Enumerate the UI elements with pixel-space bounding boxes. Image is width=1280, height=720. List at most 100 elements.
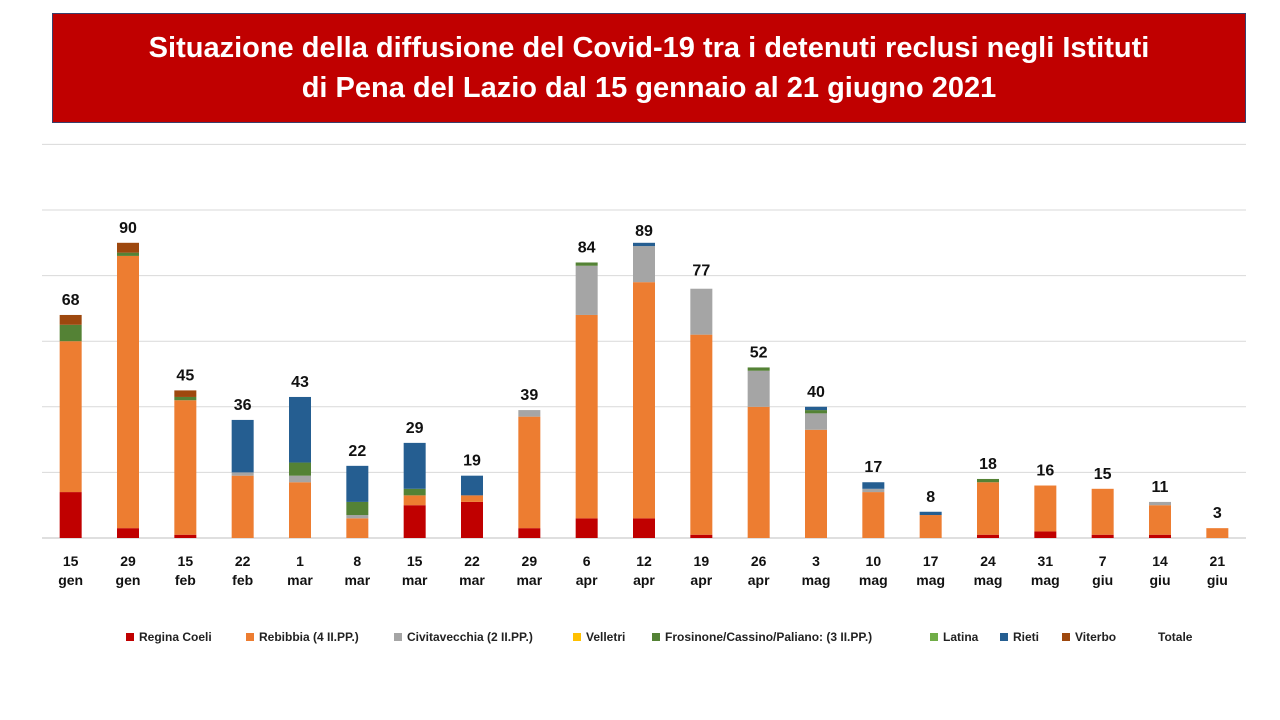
legend-swatch bbox=[652, 633, 660, 641]
legend-item: Totale bbox=[1158, 630, 1192, 644]
bar-segment bbox=[117, 255, 139, 529]
bar-segment bbox=[289, 475, 311, 483]
bar-segment bbox=[59, 341, 82, 493]
bar-segment bbox=[575, 518, 598, 538]
bar-segment bbox=[346, 501, 369, 516]
bar-segment bbox=[289, 482, 311, 538]
legend-label: Frosinone/Cassino/Paliano: (3 II.PP.) bbox=[665, 630, 873, 644]
x-tick-label: 29 gen bbox=[116, 553, 141, 588]
legend-item: Velletri bbox=[573, 630, 625, 644]
bar-segment bbox=[59, 314, 82, 325]
x-tick-label: 17 mag bbox=[916, 553, 945, 588]
legend-item: Frosinone/Cassino/Paliano: (3 II.PP.) bbox=[652, 630, 872, 644]
bar-segment bbox=[633, 246, 655, 283]
total-label: 77 bbox=[692, 262, 710, 279]
bar-segment bbox=[518, 410, 541, 417]
title-banner: Situazione della diffusione del Covid-19… bbox=[52, 13, 1246, 123]
bar-segment bbox=[862, 488, 885, 493]
x-tick-label: 15 feb bbox=[175, 553, 196, 588]
total-label: 22 bbox=[348, 443, 366, 460]
total-label: 8 bbox=[926, 489, 935, 506]
bar-segment bbox=[174, 390, 197, 397]
chart-legend: Regina Coeli Rebibbia (4 II.PP.) Civitavec… bbox=[0, 630, 1280, 650]
bar-segment bbox=[1034, 531, 1057, 538]
bar-segment bbox=[403, 442, 426, 489]
bar-segment bbox=[919, 515, 942, 538]
bar-segment bbox=[633, 242, 655, 247]
bar-segment bbox=[346, 515, 369, 519]
total-label: 11 bbox=[1152, 479, 1169, 496]
total-label: 84 bbox=[578, 239, 596, 256]
total-label: 18 bbox=[979, 456, 997, 473]
bar-segment bbox=[117, 528, 139, 538]
total-label: 43 bbox=[291, 374, 309, 391]
bar-segment bbox=[231, 475, 254, 538]
bar-segment bbox=[575, 262, 598, 266]
total-label: 68 bbox=[62, 292, 80, 309]
bar-segment bbox=[633, 282, 655, 519]
total-label: 16 bbox=[1036, 463, 1054, 480]
legend-label: Velletri bbox=[586, 630, 626, 644]
legend-label: Regina Coeli bbox=[139, 630, 212, 644]
total-label: 89 bbox=[635, 223, 653, 240]
legend-label: Totale bbox=[1158, 630, 1193, 644]
x-tick-label: 1 mar bbox=[287, 553, 313, 588]
bar-segment bbox=[403, 505, 426, 538]
bar-segment bbox=[977, 478, 999, 483]
bar-segment bbox=[403, 488, 426, 496]
bar-segment bbox=[805, 410, 827, 414]
bar-segment bbox=[805, 406, 827, 411]
legend-swatch bbox=[394, 633, 402, 641]
bar-segment bbox=[1149, 505, 1171, 535]
legend-swatch bbox=[573, 633, 581, 641]
bar-segment bbox=[919, 511, 942, 516]
legend-swatch bbox=[1000, 633, 1008, 641]
legend-item: Rebibbia (4 II.PP.) bbox=[246, 630, 359, 644]
legend-label: Latina bbox=[943, 630, 979, 644]
legend-swatch bbox=[930, 633, 938, 641]
x-tick-label: 6 apr bbox=[576, 553, 598, 588]
x-tick-label: 12 apr bbox=[633, 553, 655, 588]
bar-segment bbox=[174, 534, 197, 538]
bar-segment bbox=[805, 429, 827, 538]
bar-segment bbox=[289, 396, 311, 463]
bar-segment bbox=[747, 370, 770, 407]
total-label: 52 bbox=[750, 344, 768, 361]
bar-segment bbox=[117, 252, 139, 256]
bar-segment bbox=[1149, 501, 1171, 506]
x-tick-label: 29 mar bbox=[516, 553, 542, 588]
legend-item: Civitavecchia (2 II.PP.) bbox=[394, 630, 533, 644]
total-label: 19 bbox=[463, 453, 481, 470]
x-tick-label: 10 mag bbox=[859, 553, 888, 588]
stacked-bar-chart: 68 15 gen 90 29 gen 45 15 feb 36 22 feb 43 1 mar 22 8 mar… bbox=[42, 143, 1246, 588]
bar-segment bbox=[805, 413, 827, 430]
x-tick-label: 3 mag bbox=[802, 553, 831, 588]
bar-segment bbox=[174, 400, 197, 535]
total-label: 15 bbox=[1094, 466, 1112, 483]
x-tick-label: 15 mar bbox=[402, 553, 428, 588]
bar-segment bbox=[1206, 528, 1229, 538]
x-tick-label: 7 giu bbox=[1092, 553, 1113, 588]
bar-segment bbox=[862, 482, 885, 489]
legend-swatch bbox=[246, 633, 254, 641]
bar-segment bbox=[231, 472, 254, 476]
bar-segment bbox=[1034, 485, 1057, 532]
legend-item: Regina Coeli bbox=[126, 630, 212, 644]
x-tick-label: 14 giu bbox=[1150, 553, 1171, 588]
bar-segment bbox=[231, 419, 254, 473]
bar-segment bbox=[174, 396, 197, 401]
total-label: 29 bbox=[406, 420, 424, 437]
x-tick-label: 31 mag bbox=[1031, 553, 1060, 588]
bar-segment bbox=[747, 406, 770, 538]
bar-segment bbox=[1149, 534, 1171, 538]
bar-segment bbox=[59, 324, 82, 342]
bar-segment bbox=[977, 482, 999, 535]
legend-item: Latina bbox=[930, 630, 978, 644]
bar-segment bbox=[461, 495, 483, 502]
total-label: 45 bbox=[176, 367, 194, 384]
bar-segment bbox=[59, 492, 82, 538]
bar-segment bbox=[977, 534, 999, 538]
bar-segment bbox=[862, 492, 885, 538]
x-tick-label: 15 gen bbox=[58, 553, 83, 588]
bar-segment bbox=[747, 367, 770, 371]
